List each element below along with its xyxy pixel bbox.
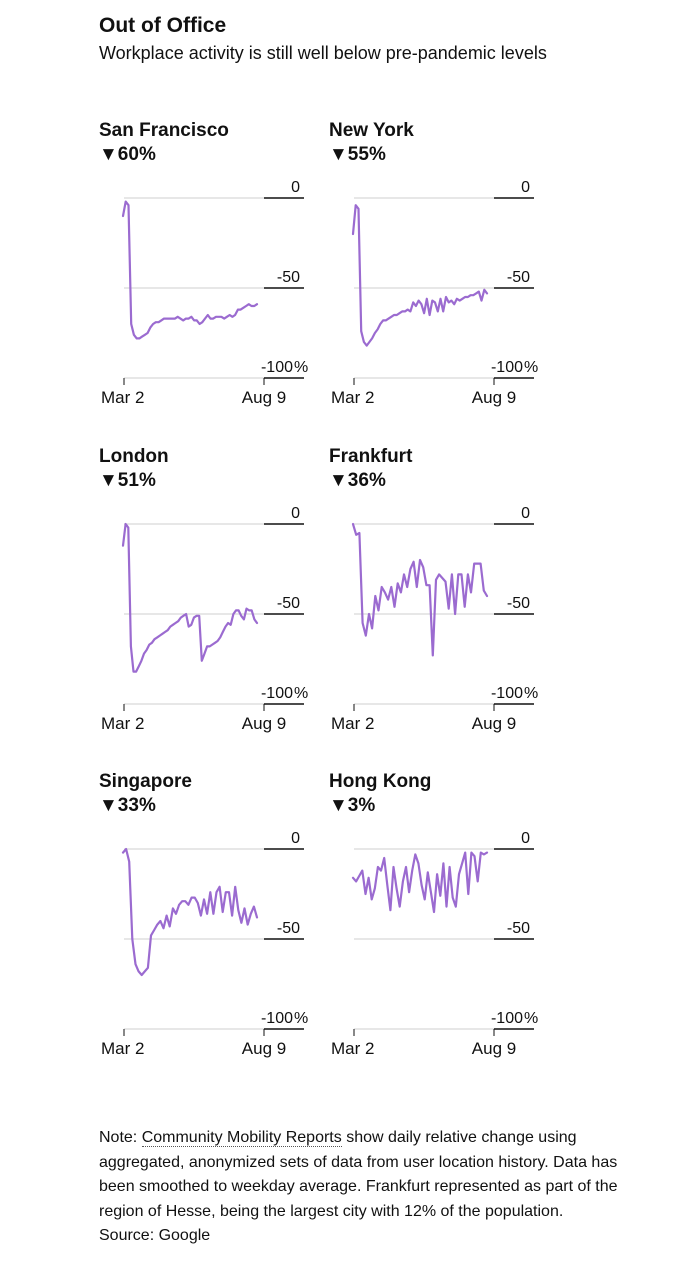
change-label: ▼3% xyxy=(329,795,376,816)
series-line xyxy=(351,204,489,347)
city-name: London xyxy=(99,446,169,467)
chart-title: Out of Office xyxy=(99,14,227,37)
city-name: San Francisco xyxy=(99,120,229,141)
line-chart: 0 -50 -100 % Mar 2 Aug 9 xyxy=(331,505,538,733)
city-name: Frankfurt xyxy=(329,446,413,467)
x-tick-label: Aug 9 xyxy=(242,714,286,733)
city-name: Hong Kong xyxy=(329,771,432,792)
y-unit-label: % xyxy=(294,359,308,376)
y-tick-label: -100 xyxy=(491,1010,523,1027)
x-tick-label: Mar 2 xyxy=(101,714,144,733)
y-tick-label: -100 xyxy=(491,685,523,702)
chart-panel-san-francisco: San Francisco ▼60% 0 -50 -100% Mar 2 Aug 9 xyxy=(99,120,329,420)
chart-panel-frankfurt: Frankfurt ▼36% 0 -50 -100% Mar 2 Aug 9 xyxy=(329,446,559,746)
line-chart: 0 -50 -100 % Mar 2 Aug 9 xyxy=(331,830,538,1058)
series-line xyxy=(121,200,259,340)
y-tick-label: 0 xyxy=(521,830,530,847)
series-line xyxy=(351,851,489,914)
y-unit-label: % xyxy=(524,359,538,376)
y-tick-label: -100 xyxy=(491,359,523,376)
y-tick-label: -50 xyxy=(507,595,530,612)
x-tick-label: Aug 9 xyxy=(472,1039,516,1058)
change-label: ▼51% xyxy=(99,470,156,491)
x-tick-label: Aug 9 xyxy=(472,714,516,733)
community-mobility-reports-link[interactable]: Community Mobility Reports xyxy=(141,1129,342,1147)
y-tick-label: -50 xyxy=(277,595,300,612)
city-name: New York xyxy=(329,120,414,141)
x-tick-label: Aug 9 xyxy=(242,1039,286,1058)
change-label: ▼60% xyxy=(99,144,156,165)
y-unit-label: % xyxy=(524,1010,538,1027)
x-tick-label: Mar 2 xyxy=(331,1039,374,1058)
chart-panel-singapore: Singapore ▼33% 0 -50 -100% Mar 2 Aug 9 xyxy=(99,771,329,1071)
chart-subtitle: Workplace activity is still well below p… xyxy=(99,43,547,63)
y-tick-label: 0 xyxy=(521,179,530,196)
y-tick-label: -100 xyxy=(261,685,293,702)
y-tick-label: -50 xyxy=(507,269,530,286)
y-unit-label: % xyxy=(294,1010,308,1027)
city-name: Singapore xyxy=(99,771,192,792)
line-chart: 0 -50 -100 % Mar 2 Aug 9 xyxy=(101,179,308,407)
y-tick-label: 0 xyxy=(291,505,300,522)
line-chart: 0 -50 -100 % Mar 2 Aug 9 xyxy=(101,830,308,1058)
series-line xyxy=(351,522,489,657)
chart-panel-hong-kong: Hong Kong ▼3% 0 -50 -100% Mar 2 Aug 9 xyxy=(329,771,559,1071)
y-tick-label: -100 xyxy=(261,359,293,376)
y-tick-label: 0 xyxy=(521,505,530,522)
chart-panel-london: London ▼51% 0 -50 -100% Mar 2 Aug 9 xyxy=(99,446,329,746)
note-prefix: Note: xyxy=(99,1129,142,1146)
change-label: ▼33% xyxy=(99,795,156,816)
footnote: Note: Community Mobility Reports show da… xyxy=(99,1126,619,1249)
series-line xyxy=(121,522,259,673)
change-label: ▼36% xyxy=(329,470,386,491)
x-tick-label: Mar 2 xyxy=(101,1039,144,1058)
x-tick-label: Aug 9 xyxy=(472,388,516,407)
y-tick-label: -50 xyxy=(277,920,300,937)
series-line xyxy=(121,847,259,977)
y-tick-label: 0 xyxy=(291,179,300,196)
x-tick-label: Aug 9 xyxy=(242,388,286,407)
line-chart: 0 -50 -100 % Mar 2 Aug 9 xyxy=(101,505,308,733)
x-tick-label: Mar 2 xyxy=(331,388,374,407)
note-body: show daily relative change using aggrega… xyxy=(99,1129,618,1220)
x-tick-label: Mar 2 xyxy=(331,714,374,733)
chart-panel-new-york: New York ▼55% 0 -50 -100% Mar 2 Aug 9 xyxy=(329,120,559,420)
y-unit-label: % xyxy=(524,685,538,702)
y-tick-label: -100 xyxy=(261,1010,293,1027)
y-tick-label: -50 xyxy=(277,269,300,286)
y-tick-label: 0 xyxy=(291,830,300,847)
line-chart: 0 -50 -100 % Mar 2 Aug 9 xyxy=(331,179,538,407)
x-tick-label: Mar 2 xyxy=(101,388,144,407)
y-tick-label: -50 xyxy=(507,920,530,937)
y-unit-label: % xyxy=(294,685,308,702)
change-label: ▼55% xyxy=(329,144,386,165)
source-label: Source: Google xyxy=(99,1227,211,1244)
